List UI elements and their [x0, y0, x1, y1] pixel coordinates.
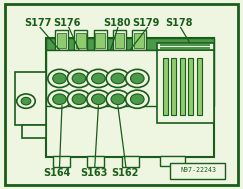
Circle shape	[106, 69, 130, 88]
Circle shape	[72, 73, 86, 84]
Circle shape	[67, 69, 91, 88]
Circle shape	[87, 90, 110, 108]
Bar	[76, 33, 86, 48]
Bar	[160, 45, 210, 46]
Circle shape	[126, 69, 149, 88]
Circle shape	[67, 90, 91, 108]
Bar	[157, 50, 214, 123]
Circle shape	[72, 94, 86, 105]
Bar	[160, 156, 185, 166]
Bar	[163, 58, 168, 115]
Circle shape	[92, 73, 105, 84]
Bar	[46, 87, 214, 90]
Bar	[132, 30, 146, 50]
Text: S177: S177	[24, 18, 51, 28]
Bar	[160, 47, 210, 48]
Circle shape	[53, 94, 66, 105]
Bar	[188, 58, 193, 115]
Bar	[160, 44, 210, 45]
Text: S163: S163	[80, 168, 107, 178]
Bar	[171, 58, 176, 115]
Bar	[53, 156, 70, 167]
Bar	[94, 30, 107, 50]
Text: N97-22243: N97-22243	[180, 167, 216, 173]
Circle shape	[111, 73, 125, 84]
Circle shape	[87, 69, 110, 88]
Text: S178: S178	[165, 18, 192, 28]
Bar	[46, 50, 214, 106]
Bar	[46, 38, 214, 157]
Bar	[46, 50, 214, 106]
Circle shape	[17, 94, 35, 108]
Text: S176: S176	[53, 18, 80, 28]
Bar	[157, 43, 214, 50]
Bar	[113, 30, 126, 50]
Text: S164: S164	[43, 168, 71, 178]
Text: S179: S179	[132, 18, 159, 28]
Bar	[22, 125, 46, 138]
Bar	[55, 30, 68, 50]
Circle shape	[126, 90, 149, 108]
Text: S180: S180	[103, 18, 130, 28]
Circle shape	[130, 73, 144, 84]
Circle shape	[106, 90, 130, 108]
Bar	[122, 156, 139, 167]
Bar	[15, 72, 46, 125]
Circle shape	[92, 94, 105, 105]
Circle shape	[53, 73, 66, 84]
Bar	[87, 156, 104, 167]
Bar	[180, 58, 185, 115]
Bar	[160, 48, 210, 49]
Bar	[170, 163, 225, 179]
Bar	[74, 30, 87, 50]
Bar	[46, 38, 214, 50]
Bar	[95, 33, 105, 48]
Bar	[197, 58, 202, 115]
Text: S162: S162	[112, 168, 139, 178]
Circle shape	[48, 90, 71, 108]
Circle shape	[130, 94, 144, 105]
Circle shape	[48, 69, 71, 88]
Circle shape	[111, 94, 125, 105]
Bar	[57, 33, 66, 48]
Circle shape	[21, 97, 31, 105]
Bar	[115, 33, 124, 48]
Bar	[134, 33, 144, 48]
